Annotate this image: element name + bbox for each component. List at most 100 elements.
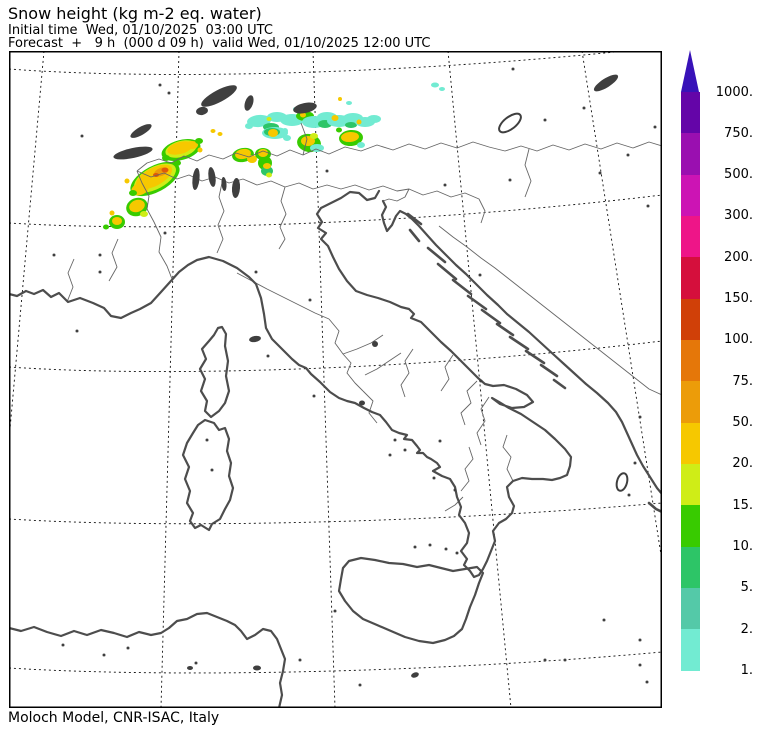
snow-patch [217, 132, 223, 136]
balkan-coast [380, 199, 662, 496]
map-dot [638, 638, 642, 642]
map-dot [75, 329, 79, 333]
colorbar-level-label: 10. [732, 539, 753, 555]
colorbar-level-label: 100. [724, 332, 753, 348]
snow-patch [439, 87, 445, 91]
snow-patch [129, 190, 137, 196]
map-dot [638, 663, 642, 667]
lake [187, 666, 193, 670]
snow-patch [112, 217, 122, 225]
lake [411, 672, 419, 678]
forecast-valid-text: Forecast + 9 h (000 d 09 h) valid Wed, 0… [8, 36, 431, 51]
lake [253, 665, 261, 671]
lake [372, 341, 378, 347]
map-border-frame [9, 51, 662, 708]
colorbar-level-label: 15. [732, 497, 753, 513]
map-dot [543, 658, 547, 662]
colorbar-segment [681, 463, 700, 506]
colorbar-segment [681, 339, 700, 382]
snow-patch [258, 149, 268, 157]
colorbar-level-label: 5. [740, 580, 753, 596]
map-dot [205, 438, 209, 442]
map-dot [266, 354, 270, 358]
map-dot [444, 547, 448, 551]
map-dot [167, 91, 171, 95]
map-dot [633, 461, 637, 465]
colorbar-level-label: 1000. [715, 84, 753, 100]
meridian-line [9, 51, 45, 441]
map-dot [638, 415, 642, 419]
map-dot [163, 231, 167, 235]
colorbar-level-label: 75. [732, 373, 753, 389]
map-dot [388, 453, 392, 457]
colorbar-segment [681, 587, 700, 630]
lake [249, 335, 261, 343]
map-dot [333, 609, 337, 613]
colorbar-level-label: 1. [740, 663, 753, 679]
snow-patch [431, 82, 439, 88]
map-dot [432, 476, 436, 480]
colorbar-segment [681, 546, 700, 588]
map-dot [298, 658, 302, 662]
parallel-line [9, 340, 662, 373]
map-dot [563, 658, 567, 662]
snow-patch [161, 167, 169, 173]
map-dot [653, 125, 657, 129]
map-dot [438, 439, 442, 443]
map-dot [582, 106, 586, 110]
snow-patch [268, 129, 278, 137]
snow-patch [345, 122, 357, 128]
map-dot [126, 646, 130, 650]
snow-patch [140, 211, 148, 217]
snow-patch [186, 141, 198, 149]
snow-patch [336, 127, 342, 133]
colorbar-segment [681, 629, 700, 671]
lake [498, 112, 522, 134]
map-dot [478, 273, 482, 277]
page-title: Snow height (kg m-2 eq. water) [8, 4, 262, 23]
map-dot [598, 171, 602, 175]
lake [192, 168, 200, 190]
corsica-coast [198, 325, 231, 419]
colorbar-segment [681, 215, 700, 258]
colorbar-segment [681, 257, 700, 299]
map-dot [102, 653, 106, 657]
colorbar-level-label: 500. [724, 167, 753, 183]
map-dot [627, 493, 631, 497]
dalmatian-islands [406, 212, 662, 514]
snow-patch [346, 101, 352, 105]
snow-patch [245, 123, 253, 129]
region-borders [66, 122, 662, 512]
colorbar-level-label: 750. [724, 125, 753, 141]
colorbar-segment [681, 133, 700, 175]
map-dot [210, 468, 214, 472]
map-dot [646, 204, 650, 208]
lakes-layer [113, 74, 629, 678]
lake [196, 106, 208, 116]
lake [359, 400, 365, 406]
lake [221, 177, 227, 191]
sardinia-coast [181, 418, 235, 532]
sicily-coast [337, 556, 485, 645]
snow-patch [357, 142, 365, 148]
snow-patch [367, 115, 381, 123]
snow-patch [109, 210, 115, 216]
parallel-line [9, 651, 662, 674]
colorbar-level-label: 20. [732, 456, 753, 472]
snow-patch [310, 133, 318, 139]
map-dot [312, 394, 316, 398]
map-canvas [9, 51, 662, 708]
map-dot [98, 270, 102, 274]
map-dot [98, 253, 102, 257]
snow-patch [173, 160, 181, 166]
snow-patch [301, 136, 315, 146]
map-dot [358, 683, 362, 687]
map-dot [453, 488, 457, 492]
snow-patch [356, 119, 362, 125]
map-dot [602, 618, 606, 622]
snow-patch [263, 163, 271, 169]
snow-patch [129, 199, 145, 213]
map-dot [194, 661, 198, 665]
colorbar-level-label: 2. [740, 621, 753, 637]
